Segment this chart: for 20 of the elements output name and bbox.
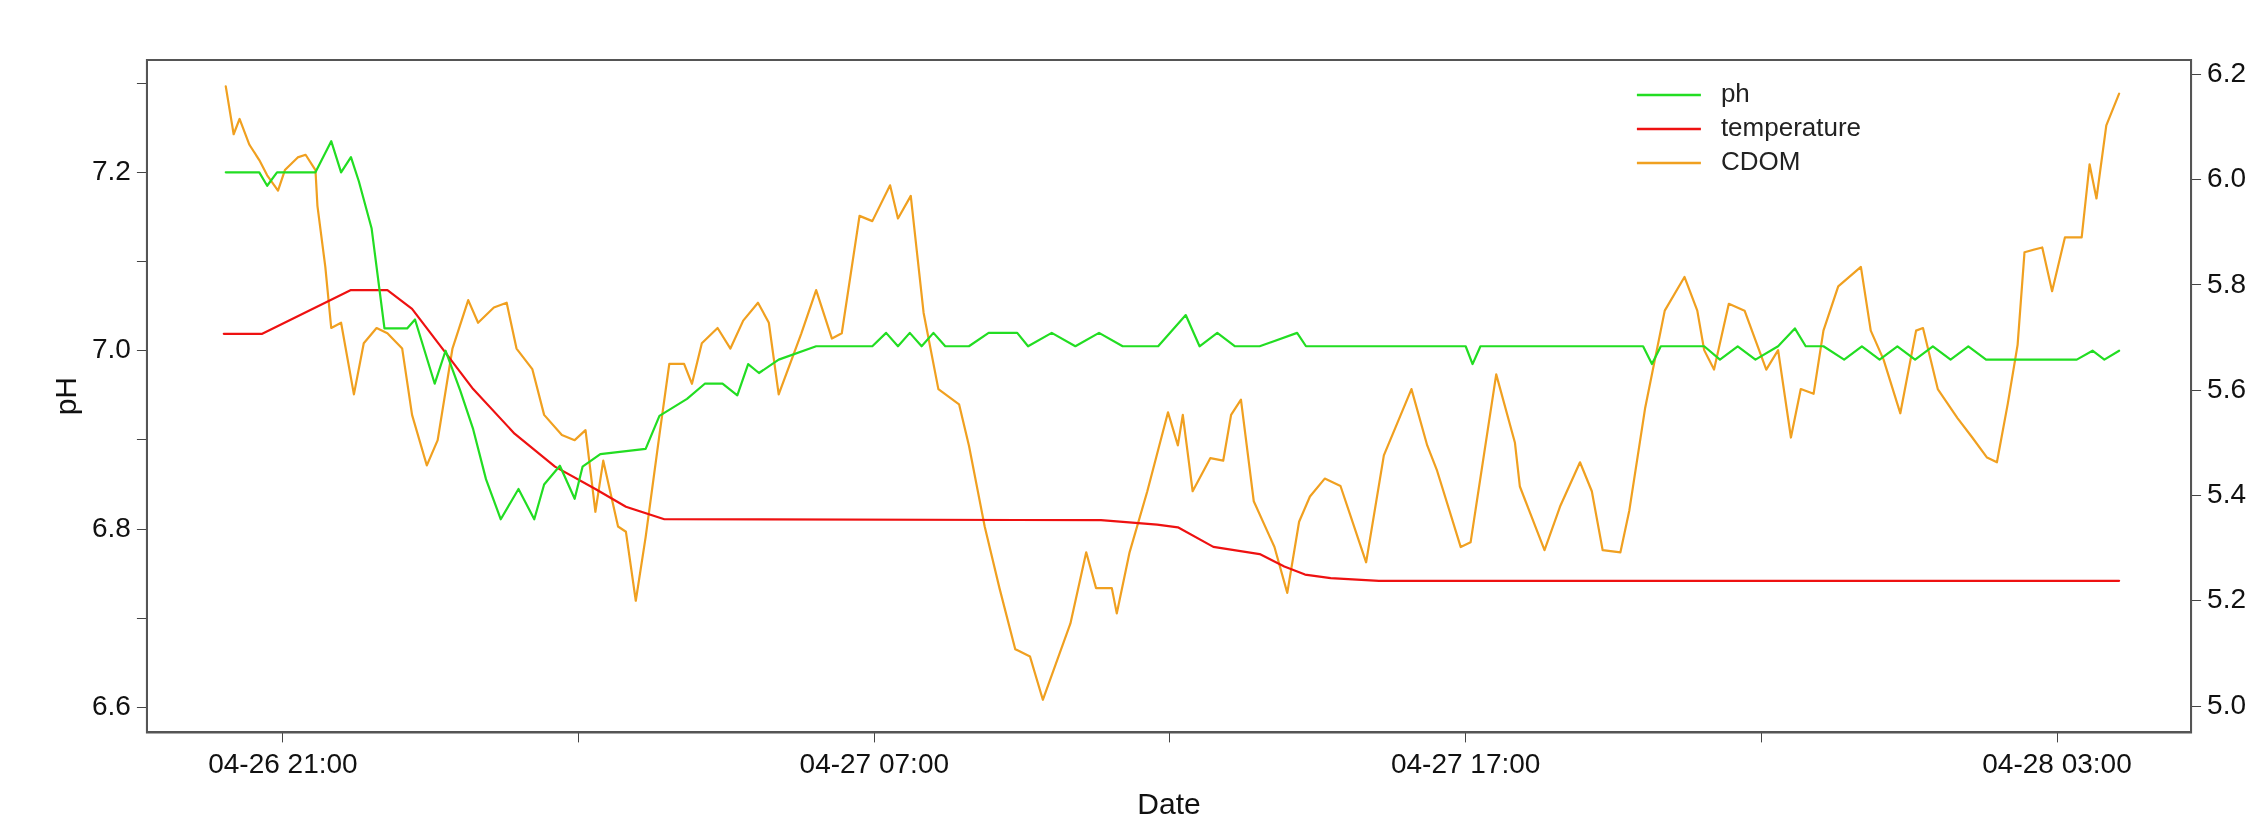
legend-label: temperature	[1720, 112, 1862, 143]
y-tick-label: 7.2	[91, 155, 131, 187]
y2-tick-label: 5.0	[2207, 688, 2247, 720]
y2-tick-label: 5.6	[2207, 372, 2247, 404]
x-tick-label: 04-26 21:00	[208, 747, 358, 779]
y-tick-label: 6.6	[91, 690, 131, 722]
y2-tick-label: 5.8	[2207, 267, 2247, 299]
legend-label: CDOM	[1720, 146, 1801, 177]
x-tick-label: 04-27 07:00	[799, 747, 950, 779]
y2-tick-label: 6.2	[2207, 56, 2247, 88]
y2-tick-label: 5.4	[2207, 478, 2247, 510]
y2-tick-label: 6.0	[2207, 162, 2247, 194]
y-axis-title: pH	[49, 377, 83, 416]
y-tick-label: 6.8	[91, 511, 131, 543]
x-tick-label: 04-27 17:00	[1390, 747, 1541, 779]
x-tick-label: 04-28 03:00	[1982, 747, 2132, 779]
y2-tick-label: 5.2	[2207, 583, 2247, 615]
legend-label: ph	[1720, 78, 1750, 109]
x-axis-title: Date	[1137, 787, 1201, 821]
y-tick-label: 7.0	[91, 333, 131, 365]
